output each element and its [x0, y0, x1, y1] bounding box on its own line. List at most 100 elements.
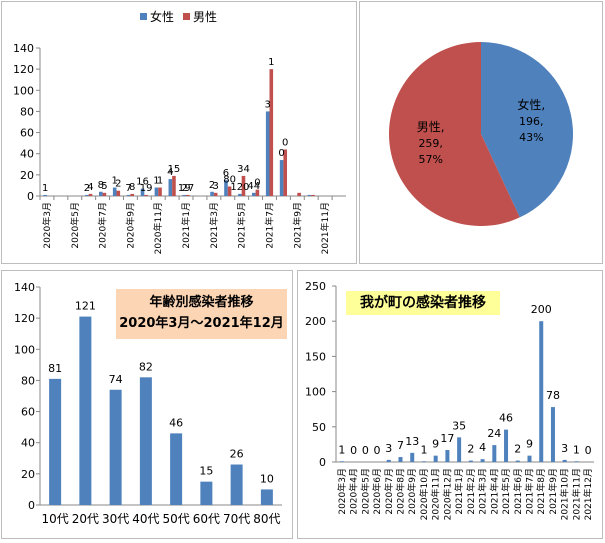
gender-chart-data-label: 6 — [223, 168, 229, 179]
pie-label-male: 男性, — [417, 120, 445, 134]
male-bar — [255, 189, 260, 196]
gender-chart-x-tick-label: 2021年11月 — [319, 202, 331, 254]
gender-chart-data-label: 15 — [168, 164, 181, 175]
gender-chart-data-label: 120 — [230, 182, 249, 193]
age-chart-y-tick-label: 0 — [28, 499, 35, 512]
gender-chart-y-tick-label: 80 — [20, 105, 34, 118]
gender-chart-data-label: 3 — [265, 99, 271, 110]
female-bar — [154, 187, 159, 196]
age-x-tick-label: 50代 — [162, 512, 189, 526]
gender-chart-data-label: 8 — [98, 180, 104, 191]
gender-chart-data-label: 16 — [136, 177, 149, 188]
female-bar — [224, 180, 228, 196]
age-x-tick-label: 40代 — [132, 512, 159, 526]
town-data-label: 2 — [514, 443, 521, 456]
male-bar — [144, 194, 148, 196]
town-chart-y-tick-label: 200 — [305, 315, 326, 328]
age-bar — [79, 316, 92, 505]
town-data-label: 1 — [573, 443, 580, 456]
town-x-tick-label: 2021年12月 — [582, 468, 594, 520]
female-bar — [279, 160, 284, 196]
town-bar — [445, 450, 450, 462]
town-x-tick-label: 2020年3月 — [336, 468, 348, 515]
legend-female-label: 女性 — [150, 9, 174, 24]
town-bar — [504, 429, 509, 462]
town-bar — [457, 437, 462, 462]
town-data-label: 13 — [405, 435, 419, 448]
male-bar — [241, 175, 246, 196]
age-chart-y-tick-label: 140 — [14, 281, 35, 294]
town-chart-panel: 0 50 100 150 200 250 1 2020年3月 0 2020年4月 0 2020年5月 0… — [297, 270, 603, 539]
town-data-label: 3 — [561, 442, 568, 455]
town-bar — [339, 461, 344, 462]
age-bar — [170, 433, 183, 505]
gender-chart-data-label: 5 — [101, 181, 107, 192]
town-data-label: 9 — [432, 438, 439, 451]
town-x-tick-label: 2020年8月 — [395, 468, 407, 515]
female-bar — [112, 187, 117, 196]
town-x-tick-label: 2020年12月 — [441, 468, 453, 520]
age-bar — [49, 378, 62, 505]
male-bar — [227, 186, 232, 196]
male-bar — [186, 194, 190, 196]
gender-chart-data-label: 1 — [268, 57, 274, 68]
town-data-label: 7 — [397, 439, 404, 452]
male-bar — [311, 194, 315, 196]
town-x-tick-label: 2020年6月 — [371, 468, 383, 515]
town-x-tick-label: 2020年9月 — [406, 468, 418, 515]
male-bar — [283, 149, 288, 196]
town-data-label: 78 — [546, 389, 560, 402]
age-chart-y-tick-label: 120 — [14, 312, 35, 325]
legend-female-swatch — [140, 13, 147, 20]
female-bar — [307, 194, 312, 196]
pie-value-female: 196, — [519, 115, 544, 128]
gender-chart-data-label: 44 — [247, 181, 260, 192]
age-x-tick-label: 70代 — [223, 512, 250, 526]
gender-pie-chart: 女性, 196, 43% 男性, 259, 57% — [389, 42, 573, 226]
age-data-label: 26 — [230, 448, 244, 461]
town-data-label: 35 — [452, 419, 466, 432]
age-bar — [139, 377, 152, 505]
town-chart-y-tick-label: 50 — [312, 421, 326, 434]
town-data-label: 4 — [479, 441, 486, 454]
pie-value-male: 259, — [418, 137, 443, 150]
age-x-tick-label: 20代 — [72, 512, 99, 526]
town-bar — [398, 457, 403, 462]
age-chart-y-tick-label: 100 — [14, 343, 35, 356]
age-data-label: 81 — [48, 362, 62, 375]
gender-chart-data-label: 2 — [115, 179, 121, 190]
gender-chart-y-tick-label: 140 — [13, 42, 34, 55]
town-bar — [480, 459, 485, 462]
female-bar — [168, 179, 173, 196]
age-bar — [230, 464, 243, 505]
town-data-label: 0 — [350, 444, 357, 457]
female-bar — [140, 188, 145, 196]
town-data-label: 1 — [338, 443, 345, 456]
town-data-label: 2 — [467, 443, 474, 456]
pie-slice-female — [481, 42, 573, 218]
town-x-tick-label: 2020年10月 — [418, 468, 430, 520]
gender-chart-data-label: 8 — [129, 182, 135, 193]
town-x-tick-label: 2021年10月 — [559, 468, 571, 520]
town-chart-y-tick-label: 250 — [305, 280, 326, 293]
female-bar — [238, 193, 242, 196]
male-bar — [116, 190, 121, 196]
town-x-tick-label: 2021年7月 — [524, 468, 536, 515]
female-bar — [182, 194, 187, 196]
town-chart-title-box: 我が町の感染者推移 — [346, 291, 500, 315]
gender-chart-data-label: 2 — [209, 180, 215, 191]
gender-chart-x-tick-label: 2020年11月 — [152, 202, 164, 254]
gender-chart-x-tick-label: 2021年9月 — [291, 202, 303, 249]
town-bar — [539, 321, 544, 462]
age-chart-panel: 0 20 40 60 80 100 120 140 81 10代 121 20代 74 30代 82 40代 4… — [1, 270, 293, 539]
gender-chart-data-label: 0 — [282, 137, 288, 148]
gender-chart-y-tick-label: 100 — [13, 84, 34, 97]
legend-male-swatch — [183, 13, 190, 20]
town-x-tick-label: 2021年1月 — [453, 468, 465, 515]
age-bar — [109, 389, 122, 505]
town-bar — [433, 455, 438, 462]
gender-chart-data-label: 4 — [167, 167, 173, 178]
age-chart-title-box: 年齢別感染者推移 2020年3月～2021年12月 — [116, 289, 287, 339]
female-bar — [43, 194, 47, 196]
